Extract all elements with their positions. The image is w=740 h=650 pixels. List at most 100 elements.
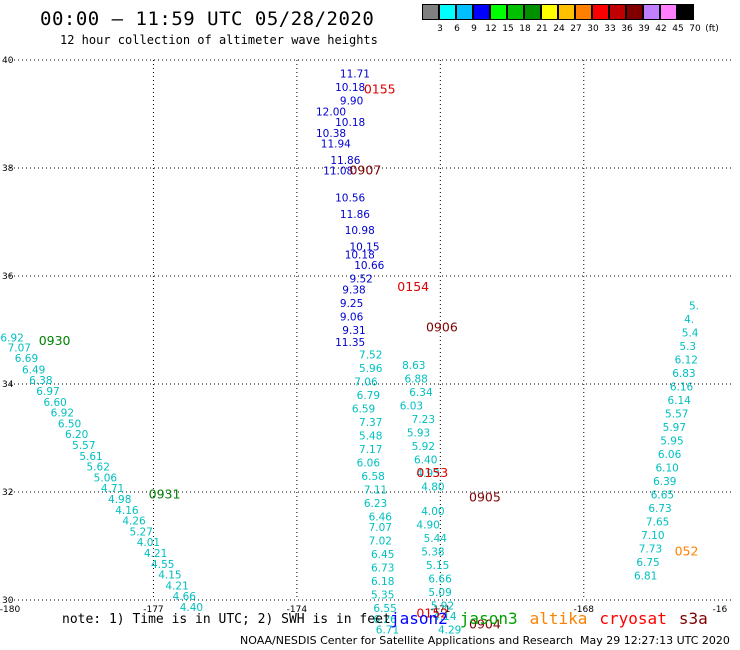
lat-label: 30 <box>2 596 14 606</box>
swh-value: 5.96 <box>359 363 383 375</box>
swh-value: 4.00 <box>421 506 444 518</box>
swh-value: 5.4 <box>682 328 699 340</box>
color-scale-label: 18 <box>519 24 531 34</box>
swh-value: 5.44 <box>424 533 448 545</box>
swh-value: 7.02 <box>369 536 392 548</box>
color-scale-swatch <box>524 4 541 20</box>
swh-value: 4.55 <box>151 559 174 571</box>
swh-value: 7.11 <box>364 484 387 496</box>
swh-value: 6.83 <box>672 368 695 380</box>
swh-value: 6.06 <box>357 457 381 469</box>
color-scale-swatch <box>626 4 643 20</box>
swh-value: 6.71 <box>376 625 399 637</box>
swh-value: 11.35 <box>335 337 365 349</box>
lon-label: -171 <box>430 605 450 615</box>
swh-value: 4.66 <box>173 591 197 603</box>
swh-value: 6.50 <box>58 418 81 430</box>
swh-value: 5.15 <box>426 560 449 572</box>
lon-label: -177 <box>143 605 163 615</box>
swh-value: 5.93 <box>407 428 430 440</box>
lon-label: -180 <box>0 605 20 615</box>
swh-value: 4.71 <box>101 483 124 495</box>
swh-value: 11.86 <box>340 209 370 221</box>
swh-value: 11.94 <box>321 139 351 151</box>
pass-time-label: 052 <box>675 543 699 558</box>
swh-value: 6.20 <box>65 429 88 441</box>
swh-value: 9.06 <box>340 312 364 324</box>
color-scale-swatch <box>439 4 456 20</box>
swh-value: 6.40 <box>414 455 437 467</box>
swh-value: 6.92 <box>0 333 23 345</box>
swh-value: 6.26 <box>373 614 397 626</box>
swh-value: 6.14 <box>667 395 691 407</box>
swh-value: 5.57 <box>72 440 95 452</box>
color-scale-swatch <box>456 4 473 20</box>
swh-value: 6.73 <box>648 503 671 515</box>
swh-value: 6.69 <box>15 353 38 365</box>
swh-value: 6.66 <box>428 573 452 585</box>
color-scale-swatch <box>490 4 507 20</box>
swh-value: 4.14 <box>433 611 457 623</box>
swh-value: 5.57 <box>665 409 688 421</box>
swh-value: 9.38 <box>342 285 365 297</box>
color-scale-label: 45 <box>672 24 684 34</box>
lat-label: 38 <box>2 164 14 174</box>
swh-value: 11.08 <box>323 166 353 178</box>
color-scale-swatch <box>541 4 558 20</box>
swh-value: 4.40 <box>180 602 203 614</box>
swh-value: 6.12 <box>675 355 698 367</box>
swh-value: 4.01 <box>137 537 160 549</box>
swh-value: 6.88 <box>404 374 427 386</box>
lon-label: -174 <box>287 605 308 615</box>
swh-value: 6.65 <box>651 490 674 502</box>
swh-value: 10.18 <box>335 117 365 129</box>
swh-value: 4.90 <box>416 519 439 531</box>
color-scale-label: 6 <box>454 24 460 34</box>
color-scale-swatch <box>677 4 694 20</box>
swh-value: 4.21 <box>144 548 167 560</box>
swh-value: 6.58 <box>361 471 384 483</box>
swh-value: 5.06 <box>94 472 118 484</box>
swh-value: 4.26 <box>122 516 146 528</box>
map-subtitle: 12 hour collection of altimeter wave hei… <box>60 33 378 47</box>
units-note: note: 1) Time is in UTC; 2) SWH is in fe… <box>62 612 391 627</box>
swh-value: 4. <box>684 314 694 326</box>
lat-label: 32 <box>2 488 13 498</box>
swh-value: 4.80 <box>421 482 444 494</box>
color-scale-label: 15 <box>502 24 514 34</box>
color-scale-swatch <box>473 4 490 20</box>
swh-value: 6.34 <box>409 387 433 399</box>
color-scale-label: 12 <box>485 24 497 34</box>
color-scale-swatch <box>643 4 660 20</box>
swh-value: 6.23 <box>364 498 387 510</box>
swh-value: 4.29 <box>438 625 461 637</box>
map-title: 00:00 – 11:59 UTC 05/28/2020 <box>40 8 375 30</box>
swh-value: 7.07 <box>369 522 392 534</box>
color-scale-label: 39 <box>638 24 650 34</box>
lon-label: -168 <box>574 605 595 615</box>
color-scale-swatch <box>592 4 609 20</box>
swh-value: 9.90 <box>340 96 363 108</box>
pass-time-label: 0906 <box>426 319 458 334</box>
pass-time-label: 0930 <box>39 333 71 348</box>
color-scale-label: 3 <box>437 24 443 34</box>
footer-timestamp: May 29 12:27:13 UTC 2020 <box>580 634 730 647</box>
lon-label: -16 <box>713 605 728 615</box>
swh-value: 10.98 <box>345 225 375 237</box>
swh-value: 6.46 <box>369 511 393 523</box>
swh-value: 7.10 <box>641 530 664 542</box>
color-scale-label: 33 <box>604 24 616 34</box>
swh-value: 10.56 <box>335 193 365 205</box>
swh-value: 10.18 <box>345 249 375 261</box>
swh-value: 5.48 <box>359 430 382 442</box>
swh-value: 6.16 <box>670 382 694 394</box>
swh-value: 5.92 <box>431 600 454 612</box>
swh-value: 7.06 <box>354 376 378 388</box>
color-scale-swatch <box>507 4 524 20</box>
color-scale-label: 21 <box>536 24 548 34</box>
swh-value: 9.31 <box>342 325 365 337</box>
lat-label: 40 <box>2 56 14 66</box>
color-scale-label: 27 <box>570 24 582 34</box>
legend-s3a: s3a <box>678 609 708 628</box>
pass-time-label: 0154 <box>397 279 429 294</box>
